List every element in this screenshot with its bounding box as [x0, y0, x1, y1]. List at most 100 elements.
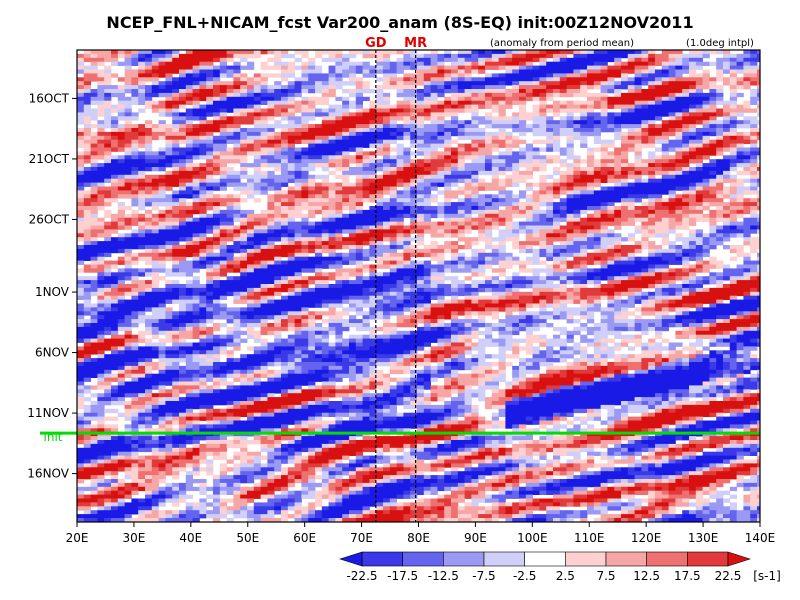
field-cell [403, 159, 411, 164]
field-cell [471, 112, 479, 117]
field-cell [498, 209, 506, 215]
field-cell [417, 233, 425, 238]
field-cell [743, 241, 751, 246]
field-cell [498, 53, 506, 59]
field-cell [553, 229, 561, 234]
field-cell [355, 120, 363, 125]
field-cell [614, 112, 622, 117]
field-cell [525, 170, 533, 176]
field-cell [335, 163, 343, 168]
field-cell [566, 50, 574, 55]
field-cell [607, 53, 615, 59]
field-cell [451, 53, 459, 59]
field-cell [281, 131, 289, 137]
field-cell [111, 225, 119, 230]
field-cell [219, 116, 227, 121]
field-cell [335, 174, 343, 180]
field-cell [131, 77, 139, 82]
field-cell [410, 225, 418, 230]
field-cell [593, 104, 601, 109]
field-cell [614, 252, 622, 258]
field-cell [627, 182, 635, 187]
field-cell [532, 182, 540, 187]
field-cell [546, 77, 554, 82]
field-cell [641, 81, 649, 86]
field-cell [607, 116, 615, 121]
field-cell [580, 264, 588, 269]
field-cell [253, 100, 261, 105]
field-cell [539, 147, 547, 152]
field-cell [117, 209, 125, 215]
field-cell [587, 163, 595, 168]
field-cell [457, 151, 465, 156]
field-cell [247, 190, 255, 195]
field-cell [600, 61, 608, 66]
field-cell [151, 202, 159, 207]
field-cell [97, 190, 105, 195]
field-cell [281, 174, 289, 180]
field-cell [328, 194, 336, 199]
field-cell [600, 163, 608, 168]
field-cell [97, 128, 105, 133]
field-cell [743, 73, 751, 78]
field-cell [478, 92, 486, 98]
field-cell [131, 167, 139, 172]
field-cell [151, 229, 159, 234]
field-cell [648, 131, 656, 137]
field-cell [383, 237, 391, 242]
field-cell [689, 252, 697, 258]
field-cell [600, 89, 608, 94]
field-cell [709, 61, 717, 66]
field-cell [512, 100, 520, 105]
field-cell [750, 92, 758, 98]
field-cell [172, 143, 180, 148]
field-cell [179, 167, 187, 172]
field-cell [498, 221, 506, 226]
field-cell [274, 143, 282, 148]
field-cell [172, 57, 180, 63]
field-cell [383, 170, 391, 176]
field-cell [328, 256, 336, 261]
field-cell [294, 221, 302, 226]
field-cell [648, 163, 656, 168]
field-cell [709, 221, 717, 226]
field-cell [308, 112, 316, 117]
field-cell [131, 135, 139, 141]
field-cell [423, 229, 431, 234]
field-cell [444, 217, 452, 222]
field-cell [675, 89, 683, 94]
field-cell [294, 241, 302, 246]
field-cell [342, 65, 350, 70]
field-cell [478, 69, 486, 74]
field-cell [335, 252, 343, 258]
field-cell [287, 147, 295, 152]
field-cell [695, 163, 703, 168]
field-cell [593, 241, 601, 246]
field-cell [743, 50, 751, 55]
field-cell [206, 241, 214, 246]
field-cell [253, 92, 261, 98]
field-cell [668, 213, 676, 219]
field-cell [702, 174, 710, 180]
field-cell [260, 89, 268, 94]
field-cell [274, 85, 282, 90]
field-cell [349, 167, 357, 172]
field-cell [417, 108, 425, 113]
field-cell [281, 108, 289, 113]
field-cell [145, 147, 153, 152]
field-cell [274, 100, 282, 105]
field-cell [729, 186, 737, 191]
field-cell [192, 245, 200, 250]
field-cell [498, 237, 506, 242]
field-cell [240, 237, 248, 242]
field-cell [376, 85, 384, 90]
field-cell [369, 233, 377, 238]
field-cell [457, 96, 465, 102]
field-cell [77, 182, 85, 187]
field-cell [593, 53, 601, 59]
field-cell [335, 264, 343, 269]
field-cell [219, 167, 227, 172]
field-cell [335, 186, 343, 191]
field-cell [185, 50, 193, 55]
field-cell [525, 194, 533, 199]
